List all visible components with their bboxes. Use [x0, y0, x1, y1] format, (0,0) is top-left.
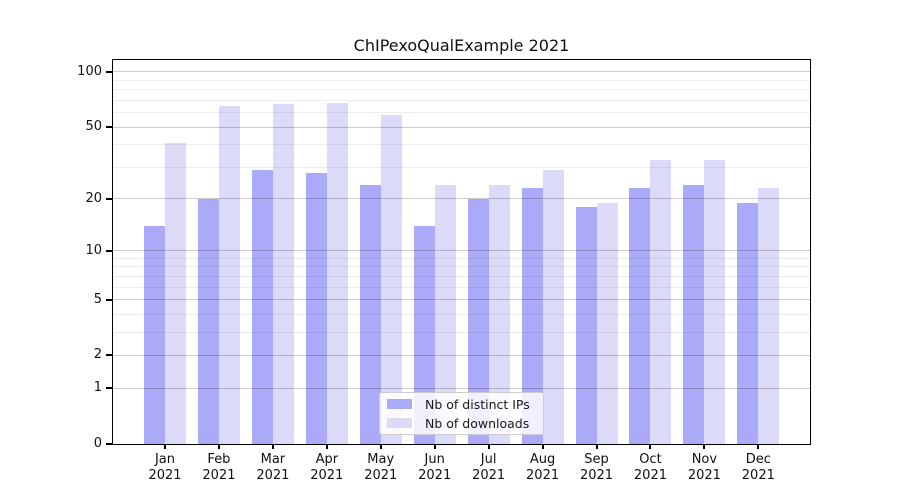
x-tick-label-dec: Dec 2021 [741, 452, 775, 483]
bar-downloads-nov [704, 159, 726, 444]
y-tick-mark-100 [106, 70, 112, 73]
bar-distinct-ips-dec [737, 202, 759, 444]
gridline-minor-40 [113, 144, 810, 146]
gridline-minor-70 [113, 99, 810, 101]
x-tick-mark-jul [487, 444, 490, 449]
legend-swatch-downloads [387, 418, 412, 428]
x-tick-label-apr: Apr 2021 [310, 452, 344, 483]
bar-distinct-ips-mar [251, 169, 273, 444]
bar-distinct-ips-sep [575, 206, 597, 444]
x-tick-mark-jan [164, 444, 166, 449]
bar-downloads-oct [650, 159, 672, 444]
gridline-major-50 [113, 126, 810, 128]
x-tick-mark-dec [757, 444, 760, 449]
gridline-minor-60 [113, 112, 810, 114]
legend-label-downloads: Nb of downloads [425, 415, 530, 431]
legend-row-downloads: Nb of downloads [380, 416, 543, 431]
y-tick-label-2: 2 [93, 347, 102, 363]
chart-title: ChIPexoQualExample 2021 [353, 36, 570, 55]
x-tick-label-jul: Jul 2021 [472, 452, 506, 483]
x-tick-mark-may [379, 444, 382, 449]
y-tick-label-1: 1 [93, 380, 102, 396]
x-tick-label-feb: Feb 2021 [202, 452, 236, 483]
bar-downloads-aug [542, 169, 564, 444]
bar-downloads-sep [596, 202, 618, 444]
y-tick-mark-1 [106, 387, 112, 390]
x-tick-mark-feb [217, 444, 220, 449]
bar-distinct-ips-feb [197, 198, 219, 444]
legend-swatch-distinct-ips [387, 399, 412, 409]
x-tick-label-jan: Jan 2021 [148, 452, 182, 483]
plot-canvas [113, 60, 810, 444]
y-tick-label-20: 20 [85, 190, 102, 206]
x-tick-label-mar: Mar 2021 [256, 452, 290, 483]
y-tick-mark-5 [106, 298, 112, 301]
bar-downloads-mar [272, 103, 294, 444]
plot-area: Nb of distinct IPs Nb of downloads [112, 59, 811, 445]
bar-downloads-feb [218, 106, 240, 444]
legend-row-distinct-ips: Nb of distinct IPs [380, 397, 543, 412]
x-tick-mark-jun [433, 444, 436, 449]
y-tick-mark-2 [106, 354, 112, 357]
y-tick-label-10: 10 [85, 242, 102, 258]
gridline-minor-80 [113, 89, 810, 91]
x-tick-mark-nov [703, 444, 706, 449]
y-tick-label-50: 50 [85, 119, 102, 135]
x-tick-mark-oct [649, 444, 652, 449]
bar-downloads-dec [758, 187, 780, 444]
bar-distinct-ips-oct [629, 187, 651, 444]
bar-distinct-ips-jul [467, 198, 489, 444]
legend-label-distinct-ips: Nb of distinct IPs [425, 396, 530, 412]
x-tick-mark-mar [271, 444, 274, 449]
x-tick-label-sep: Sep 2021 [579, 452, 614, 483]
y-tick-mark-20 [106, 197, 112, 200]
y-tick-label-100: 100 [77, 63, 102, 79]
bar-distinct-ips-jun [413, 225, 435, 444]
x-tick-label-oct: Oct 2021 [633, 452, 667, 483]
bar-distinct-ips-nov [683, 184, 705, 444]
x-tick-label-jun: Jun 2021 [418, 452, 452, 483]
y-tick-mark-10 [106, 249, 112, 252]
gridline-minor-90 [113, 79, 810, 81]
x-tick-mark-aug [541, 444, 544, 449]
x-tick-mark-sep [595, 444, 598, 449]
bar-distinct-ips-jan [144, 225, 165, 444]
y-tick-label-0: 0 [93, 436, 102, 451]
gridline-major-100 [113, 71, 810, 73]
y-tick-mark-50 [106, 126, 112, 129]
x-tick-mark-apr [325, 444, 328, 449]
bar-downloads-jul [488, 184, 510, 444]
x-tick-label-nov: Nov 2021 [687, 452, 721, 483]
x-tick-label-aug: Aug 2021 [526, 452, 560, 483]
bar-distinct-ips-aug [521, 187, 543, 444]
bar-downloads-jun [434, 184, 456, 444]
y-tick-label-5: 5 [93, 291, 102, 307]
bar-downloads-jan [165, 142, 186, 444]
bar-downloads-apr [326, 102, 348, 444]
bar-distinct-ips-may [359, 184, 381, 444]
y-tick-mark-0 [106, 443, 112, 445]
bar-distinct-ips-apr [305, 172, 327, 444]
bar-downloads-may [380, 115, 402, 444]
legend: Nb of distinct IPs Nb of downloads [379, 392, 544, 435]
x-tick-label-may: May 2021 [364, 452, 398, 483]
